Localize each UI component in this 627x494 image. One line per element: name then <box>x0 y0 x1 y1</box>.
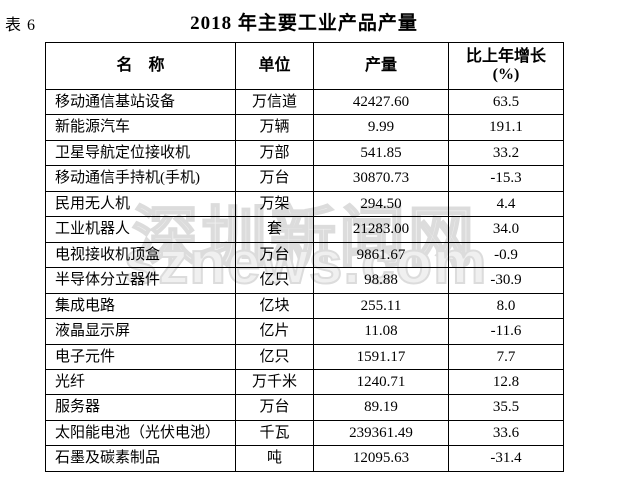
cell-unit: 万千米 <box>235 368 314 396</box>
cell-unit: 千瓦 <box>235 419 314 447</box>
cell-growth: 7.7 <box>448 343 564 370</box>
column-header-name: 名 称 <box>45 42 236 90</box>
cell-output: 98.88 <box>313 267 449 294</box>
table-row: 民用无人机 万架 294.50 4.4 <box>45 190 564 218</box>
cell-growth: -30.9 <box>448 267 564 294</box>
cell-unit: 亿只 <box>235 267 314 294</box>
cell-product-name: 石墨及碳素制品 <box>45 445 236 472</box>
cell-product-name: 集成电路 <box>45 292 236 320</box>
cell-growth: -11.6 <box>448 318 564 345</box>
cell-unit: 亿片 <box>235 318 314 345</box>
table-header-row: 名 称 单位 产量 比上年增长 (%) <box>45 42 564 90</box>
cell-growth: 8.0 <box>448 292 564 320</box>
cell-growth: -15.3 <box>448 165 564 192</box>
cell-growth: -0.9 <box>448 241 564 269</box>
cell-unit: 万台 <box>235 394 314 421</box>
cell-growth: -31.4 <box>448 445 564 472</box>
cell-product-name: 卫星导航定位接收机 <box>45 139 236 167</box>
cell-unit: 亿只 <box>235 343 314 370</box>
table-row: 电子元件 亿只 1591.17 7.7 <box>45 343 564 370</box>
table-row: 集成电路 亿块 255.11 8.0 <box>45 292 564 320</box>
cell-growth: 4.4 <box>448 190 564 218</box>
cell-product-name: 半导体分立器件 <box>45 267 236 294</box>
cell-unit: 万台 <box>235 165 314 192</box>
table-row: 移动通信手持机(手机) 万台 30870.73 -15.3 <box>45 165 564 192</box>
cell-output: 294.50 <box>313 190 449 218</box>
page-title: 2018 年主要工业产品产量 <box>190 13 418 34</box>
cell-product-name: 服务器 <box>45 394 236 421</box>
cell-growth: 191.1 <box>448 114 564 141</box>
cell-output: 21283.00 <box>313 216 449 243</box>
cell-output: 11.08 <box>313 318 449 345</box>
cell-output: 1240.71 <box>313 368 449 396</box>
cell-product-name: 太阳能电池（光伏电池） <box>45 419 236 447</box>
cell-product-name: 电子元件 <box>45 343 236 370</box>
cell-output: 9861.67 <box>313 241 449 269</box>
cell-output: 541.85 <box>313 139 449 167</box>
table-body: 移动通信基站设备 万信道 42427.60 63.5 新能源汽车 万辆 9.99 191.1 卫… <box>45 88 564 472</box>
cell-growth: 35.5 <box>448 394 564 421</box>
cell-product-name: 民用无人机 <box>45 190 236 218</box>
cell-unit: 亿块 <box>235 292 314 320</box>
cell-growth: 63.5 <box>448 88 564 116</box>
table-row: 移动通信基站设备 万信道 42427.60 63.5 <box>45 88 564 116</box>
cell-output: 239361.49 <box>313 419 449 447</box>
table-number-label: 表 6 <box>5 17 37 34</box>
cell-unit: 万架 <box>235 190 314 218</box>
industrial-output-table: 名 称 单位 产量 比上年增长 (%) 移动通信基站设备 万信道 42427.60 6… <box>45 42 564 472</box>
table-row: 电视接收机顶盒 万台 9861.67 -0.9 <box>45 241 564 269</box>
cell-output: 12095.63 <box>313 445 449 472</box>
cell-output: 9.99 <box>313 114 449 141</box>
cell-unit: 万辆 <box>235 114 314 141</box>
cell-unit: 吨 <box>235 445 314 472</box>
table-row: 卫星导航定位接收机 万部 541.85 33.2 <box>45 139 564 167</box>
table-row: 液晶显示屏 亿片 11.08 -11.6 <box>45 318 564 345</box>
table-row: 半导体分立器件 亿只 98.88 -30.9 <box>45 267 564 294</box>
cell-growth: 34.0 <box>448 216 564 243</box>
column-header-growth-line2: (%) <box>492 66 520 83</box>
cell-unit: 万台 <box>235 241 314 269</box>
cell-unit: 套 <box>235 216 314 243</box>
cell-product-name: 液晶显示屏 <box>45 318 236 345</box>
column-header-growth-line1: 比上年增长 <box>465 48 546 66</box>
cell-product-name: 新能源汽车 <box>45 114 236 141</box>
cell-growth: 33.2 <box>448 139 564 167</box>
table-row: 新能源汽车 万辆 9.99 191.1 <box>45 114 564 141</box>
cell-product-name: 移动通信基站设备 <box>45 88 236 116</box>
cell-output: 1591.17 <box>313 343 449 370</box>
column-header-output: 产量 <box>313 42 449 90</box>
cell-output: 255.11 <box>313 292 449 320</box>
cell-output: 30870.73 <box>313 165 449 192</box>
cell-output: 42427.60 <box>313 88 449 116</box>
cell-growth: 12.8 <box>448 368 564 396</box>
table-row: 光纤 万千米 1240.71 12.8 <box>45 368 564 396</box>
table-row: 太阳能电池（光伏电池） 千瓦 239361.49 33.6 <box>45 419 564 447</box>
cell-growth: 33.6 <box>448 419 564 447</box>
table-row: 石墨及碳素制品吨 12095.63 -31.4 <box>45 445 564 472</box>
cell-product-name: 移动通信手持机(手机) <box>45 165 236 192</box>
column-header-unit: 单位 <box>235 42 314 90</box>
column-header-growth: 比上年增长 (%) <box>448 42 564 90</box>
table-row: 工业机器人套 21283.00 34.0 <box>45 216 564 243</box>
cell-unit: 万部 <box>235 139 314 167</box>
cell-product-name: 工业机器人 <box>45 216 236 243</box>
cell-product-name: 电视接收机顶盒 <box>45 241 236 269</box>
cell-product-name: 光纤 <box>45 368 236 396</box>
cell-output: 89.19 <box>313 394 449 421</box>
cell-unit: 万信道 <box>235 88 314 116</box>
table-row: 服务器 万台 89.19 35.5 <box>45 394 564 421</box>
